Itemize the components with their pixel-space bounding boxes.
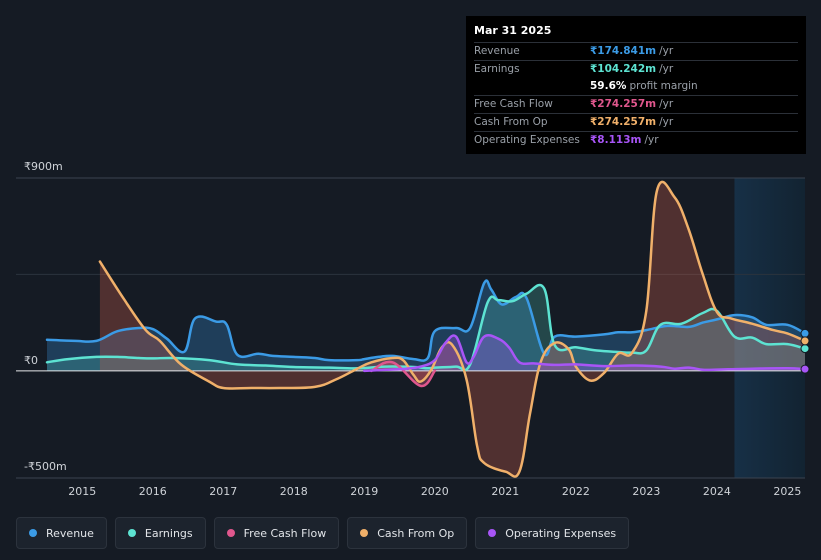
- tooltip-unit: /yr: [659, 116, 674, 128]
- legend-label: Operating Expenses: [505, 526, 617, 540]
- data-tooltip: Mar 31 2025 Revenue ₹174.841m /yr Earnin…: [466, 16, 806, 154]
- tooltip-unit: /yr: [644, 134, 659, 146]
- end-point-operating-expenses: [800, 364, 810, 374]
- tooltip-label: Free Cash Flow: [474, 98, 553, 110]
- tooltip-label: Revenue: [474, 45, 520, 57]
- tooltip-value: ₹274.257m: [590, 98, 657, 110]
- tooltip-value: ₹8.113m: [590, 134, 642, 146]
- area-free-cash-flow: [371, 361, 435, 387]
- tooltip-date: Mar 31 2025: [474, 24, 552, 37]
- tooltip-label: Cash From Op: [474, 116, 548, 128]
- tooltip-unit: /yr: [659, 45, 674, 57]
- chart-legend: Revenue Earnings Free Cash Flow Cash Fro…: [16, 517, 637, 549]
- x-tick-label: 2017: [209, 485, 237, 498]
- tooltip-value: ₹104.242m: [590, 63, 657, 75]
- y-tick-label-bottom: -₹500m: [24, 460, 67, 473]
- legend-dot-free-cash-flow: [226, 529, 235, 537]
- y-tick-label-zero: ₹0: [24, 354, 38, 367]
- legend-item-revenue[interactable]: Revenue: [16, 517, 107, 549]
- y-tick-label-top: ₹900m: [24, 160, 63, 173]
- legend-item-free-cash-flow[interactable]: Free Cash Flow: [213, 517, 340, 549]
- x-tick-label: 2025: [773, 485, 801, 498]
- x-tick-label: 2020: [421, 485, 449, 498]
- area-cash-from-op: [99, 181, 805, 477]
- series-line-operating-expenses: [363, 334, 807, 373]
- end-point-earnings: [800, 344, 810, 354]
- tooltip-value: 59.6%: [590, 80, 627, 92]
- tooltip-unit: /yr: [659, 98, 674, 110]
- tooltip-unit: profit margin: [629, 80, 698, 92]
- legend-item-cash-from-op[interactable]: Cash From Op: [347, 517, 468, 549]
- legend-item-operating-expenses[interactable]: Operating Expenses: [475, 517, 630, 549]
- tooltip-label: Earnings: [474, 63, 520, 75]
- series-line-cash-from-op: [98, 180, 807, 478]
- x-tick-label: 2021: [491, 485, 519, 498]
- legend-dot-revenue: [29, 529, 37, 537]
- legend-dot-earnings: [127, 529, 136, 537]
- legend-dot-cash-from-op: [360, 529, 369, 537]
- x-tick-label: 2015: [68, 485, 96, 498]
- x-tick-label: 2019: [350, 485, 378, 498]
- tooltip-row-earnings: Earnings ₹104.242m /yr: [474, 60, 798, 78]
- tooltip-unit: /yr: [659, 63, 674, 75]
- area-operating-expenses: [364, 335, 805, 371]
- legend-label: Cash From Op: [377, 526, 455, 540]
- x-tick-label: 2016: [139, 485, 167, 498]
- x-tick-label: 2023: [632, 485, 660, 498]
- tooltip-row-revenue: Revenue ₹174.841m /yr: [474, 42, 798, 60]
- chart-canvas: ₹900m ₹0 -₹500m 2015 2016 2017 2018 2019 2020…: [16, 160, 810, 498]
- area-revenue: [47, 280, 805, 371]
- end-point-cash-from-op: [800, 336, 810, 346]
- series-line-earnings: [45, 283, 807, 372]
- tooltip-value: ₹174.841m: [590, 45, 657, 57]
- tooltip-row-cash-from-op: Cash From Op ₹274.257m /yr: [474, 113, 798, 131]
- area-earnings: [47, 284, 805, 371]
- x-tick-label: 2024: [703, 485, 731, 498]
- legend-item-earnings[interactable]: Earnings: [114, 517, 206, 549]
- tooltip-row-operating-expenses: Operating Expenses ₹8.113m /yr: [474, 131, 798, 149]
- tooltip-row-profit-margin: 59.6% profit margin: [474, 78, 798, 95]
- tooltip-label: Operating Expenses: [474, 134, 580, 146]
- legend-label: Revenue: [46, 526, 94, 540]
- series-line-revenue: [45, 279, 807, 362]
- legend-label: Free Cash Flow: [243, 526, 327, 540]
- tooltip-row-free-cash-flow: Free Cash Flow ₹274.257m /yr: [474, 95, 798, 113]
- end-point-revenue: [800, 328, 810, 338]
- x-tick-label: 2018: [280, 485, 308, 498]
- series-line-free-cash-flow: [370, 360, 437, 388]
- tooltip-label: [474, 78, 590, 95]
- legend-label: Earnings: [144, 526, 193, 540]
- legend-dot-operating-expenses: [488, 529, 497, 537]
- x-tick-label: 2022: [562, 485, 590, 498]
- tooltip-value: ₹274.257m: [590, 116, 657, 128]
